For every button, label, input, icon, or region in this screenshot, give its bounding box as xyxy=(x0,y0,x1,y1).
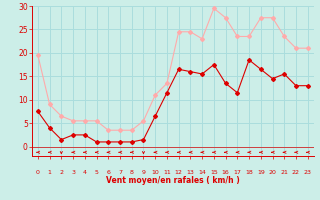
X-axis label: Vent moyen/en rafales ( km/h ): Vent moyen/en rafales ( km/h ) xyxy=(106,176,240,185)
